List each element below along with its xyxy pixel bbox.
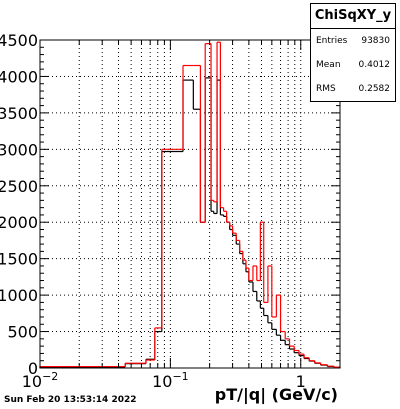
stats-title: ChiSqXY_y (311, 4, 395, 29)
y-tick-label: 1500 (0, 250, 38, 269)
series-red (39, 41, 341, 368)
stats-label: RMS (316, 84, 336, 94)
stats-value: 0.2582 (358, 84, 391, 94)
histogram-series (39, 41, 341, 368)
stats-value: 0.4012 (358, 60, 391, 70)
stats-label: Entries (316, 36, 348, 46)
y-tick-label: 3500 (0, 104, 38, 123)
stats-label: Mean (316, 60, 341, 70)
y-tick-label: 2000 (0, 213, 38, 232)
x-tick-label: 1 (296, 372, 306, 391)
y-tick-labels: 0 500 1000 1500 2000 2500 3000 3500 4000 4500 (0, 31, 38, 378)
stats-value: 93830 (361, 36, 390, 46)
x-tick-label: 10−1 (152, 370, 189, 391)
axes (39, 39, 341, 369)
grid (39, 39, 341, 368)
y-tick-label: 4000 (0, 67, 38, 86)
stats-row-mean: Mean 0.4012 (311, 53, 395, 77)
stats-row-rms: RMS 0.2582 (311, 77, 395, 101)
y-tick-label: 2500 (0, 177, 38, 196)
y-tick-label: 0 (28, 359, 38, 378)
stats-box: ChiSqXY_y Entries 93830 Mean 0.4012 RMS … (310, 3, 396, 102)
y-tick-label: 1000 (0, 286, 38, 305)
timestamp-footer: Sun Feb 20 13:53:14 2022 (4, 395, 137, 405)
stats-row-entries: Entries 93830 (311, 29, 395, 53)
x-tick-label: 10−2 (22, 370, 59, 391)
y-tick-label: 500 (7, 323, 38, 342)
y-tick-label: 3000 (0, 140, 38, 159)
x-axis-title: pT/|q| (GeV/c) (215, 385, 338, 405)
y-tick-label: 4500 (0, 31, 38, 50)
x-tick-labels: 10−2 10−1 1 (22, 370, 306, 391)
plot-frame (39, 39, 341, 369)
